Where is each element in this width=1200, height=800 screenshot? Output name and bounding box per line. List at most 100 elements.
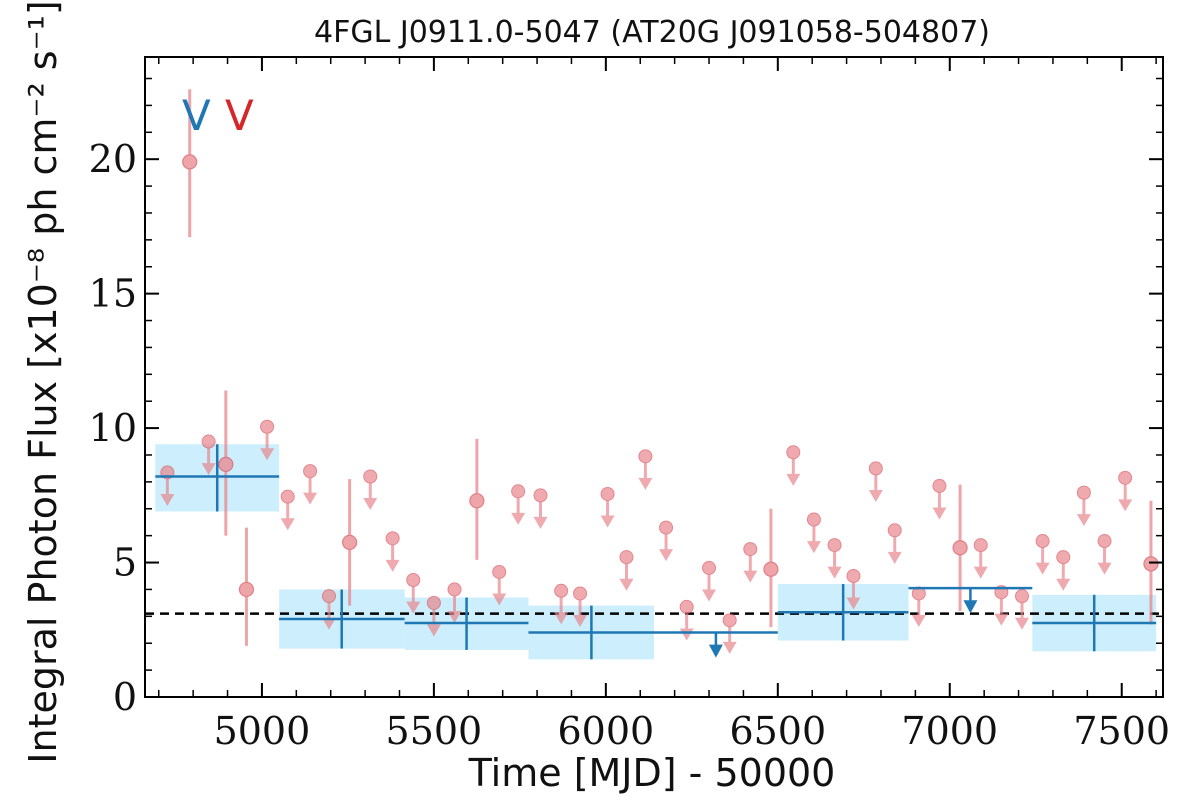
upper-limit-arrow — [492, 593, 507, 606]
monthly-detection — [469, 438, 485, 560]
upper-limit-arrow — [994, 613, 1009, 626]
monthly-detection — [763, 508, 779, 628]
upper-limit-arrow — [973, 566, 988, 579]
upper-limit-marker — [702, 560, 717, 575]
upper-limit-marker — [554, 583, 569, 598]
upper-limit-arrow — [426, 624, 441, 637]
x-tick-label: 7000 — [901, 709, 998, 753]
upper-limit-arrow — [679, 628, 694, 641]
monthly-detection — [342, 479, 358, 606]
monthly-upper-limit — [973, 538, 988, 579]
monthly-upper-limit — [806, 512, 821, 554]
flag-v-red: V — [225, 91, 254, 140]
upper-limit-arrow — [868, 489, 883, 502]
upper-limit-arrow — [600, 515, 615, 528]
axes-frame — [144, 56, 1164, 698]
monthly-upper-limit — [722, 613, 737, 654]
upper-limit-marker — [280, 489, 295, 504]
upper-limit-arrow — [702, 589, 717, 602]
monthly-upper-limit — [1014, 589, 1029, 630]
monthly-upper-limit — [911, 586, 926, 628]
upper-limit-arrow — [722, 641, 737, 654]
flag-v-blue: V — [182, 91, 211, 140]
upper-limit-arrow — [659, 549, 674, 562]
monthly-upper-limit — [321, 589, 336, 630]
axis-ticks: 5000 5500 6000 6500 7000 7500 0 5 10 15 20 — [89, 57, 1170, 753]
upper-limit-arrow — [321, 617, 336, 630]
monthly-upper-limit — [1056, 550, 1071, 591]
upper-limit-marker — [363, 469, 378, 484]
detection-marker — [342, 534, 358, 550]
x-tick-label: 6500 — [729, 709, 826, 753]
upper-limit-arrow — [1035, 562, 1050, 575]
upper-limit-marker — [533, 488, 548, 503]
upper-limit-arrow — [406, 601, 421, 614]
y-tick-label: 15 — [89, 272, 137, 316]
upper-limit-marker — [679, 599, 694, 614]
upper-limit-arrow — [447, 610, 462, 623]
x-axis-label: Time [MJD] - 50000 — [468, 751, 836, 795]
upper-limit-arrow — [1056, 578, 1071, 591]
upper-limit-arrow — [846, 597, 861, 610]
monthly-upper-limit — [280, 489, 295, 531]
upper-limit-marker — [619, 550, 634, 565]
y-tick-label: 0 — [113, 675, 137, 719]
upper-limit-arrow — [911, 615, 926, 628]
upper-limit-arrow — [806, 541, 821, 554]
upper-limit-arrow — [1014, 617, 1029, 630]
detection-marker — [952, 540, 968, 556]
monthly-upper-limit — [1118, 470, 1133, 512]
upper-limit-marker — [303, 464, 318, 479]
detection-marker — [1143, 556, 1159, 572]
upper-limit-marker — [573, 586, 588, 601]
monthly-upper-limit — [260, 419, 275, 461]
upper-limit-marker — [973, 538, 988, 553]
monthly-upper-limit — [786, 445, 801, 486]
upper-limit-marker — [638, 449, 653, 464]
upper-limit-marker — [511, 484, 526, 499]
upper-limit-arrow — [887, 551, 902, 564]
monthly-upper-limit — [827, 538, 842, 579]
monthly-upper-limit — [887, 523, 902, 564]
upper-limit-marker — [1035, 534, 1050, 549]
y-axis-label: Integral Photon Flux [x10⁻⁸ ph cm⁻² s⁻¹] — [21, 0, 65, 763]
upper-limit-arrow — [533, 516, 548, 529]
monthly-upper-limit — [1076, 485, 1091, 527]
monthly-upper-limit — [533, 488, 548, 529]
upper-limit-marker — [1014, 589, 1029, 604]
monthly-upper-limit — [303, 464, 318, 505]
upper-limit-arrow — [280, 518, 295, 531]
upper-limit-arrow — [743, 570, 758, 583]
detection-marker — [238, 581, 255, 598]
upper-limit-marker — [868, 461, 883, 476]
detection-marker — [469, 493, 485, 509]
detection-marker — [763, 561, 779, 577]
x-tick-label: 5500 — [386, 709, 483, 753]
monthly-upper-limit — [659, 520, 674, 562]
upper-limit-arrow — [1097, 562, 1112, 575]
monthly-upper-limit — [1035, 534, 1050, 575]
x-tick-label: 6000 — [557, 709, 654, 753]
x-tick-label: 5000 — [214, 709, 311, 753]
upper-limit-marker — [385, 531, 400, 546]
upper-limit-arrow — [303, 492, 318, 505]
upper-limit-arrow — [1076, 514, 1091, 527]
upper-limit-marker — [1056, 550, 1071, 565]
upper-limit-arrow — [619, 578, 634, 591]
upper-limit-arrow — [786, 473, 801, 486]
monthly-upper-limit — [447, 582, 462, 623]
monthly-upper-limit — [994, 585, 1009, 626]
upper-limit-arrow — [201, 463, 216, 476]
upper-limit-marker — [260, 419, 275, 434]
upper-limit-marker — [492, 564, 507, 579]
monthly-upper-limit — [846, 568, 861, 610]
binned-point — [528, 605, 654, 660]
monthly-upper-limit — [573, 586, 588, 628]
upper-limit-marker — [201, 434, 216, 449]
bin-upper-limit-arrow — [708, 644, 723, 658]
upper-limit-arrow — [573, 615, 588, 628]
monthly-detection — [218, 390, 234, 536]
monthly-detection — [238, 527, 255, 646]
monthly-upper-limit — [511, 484, 526, 525]
